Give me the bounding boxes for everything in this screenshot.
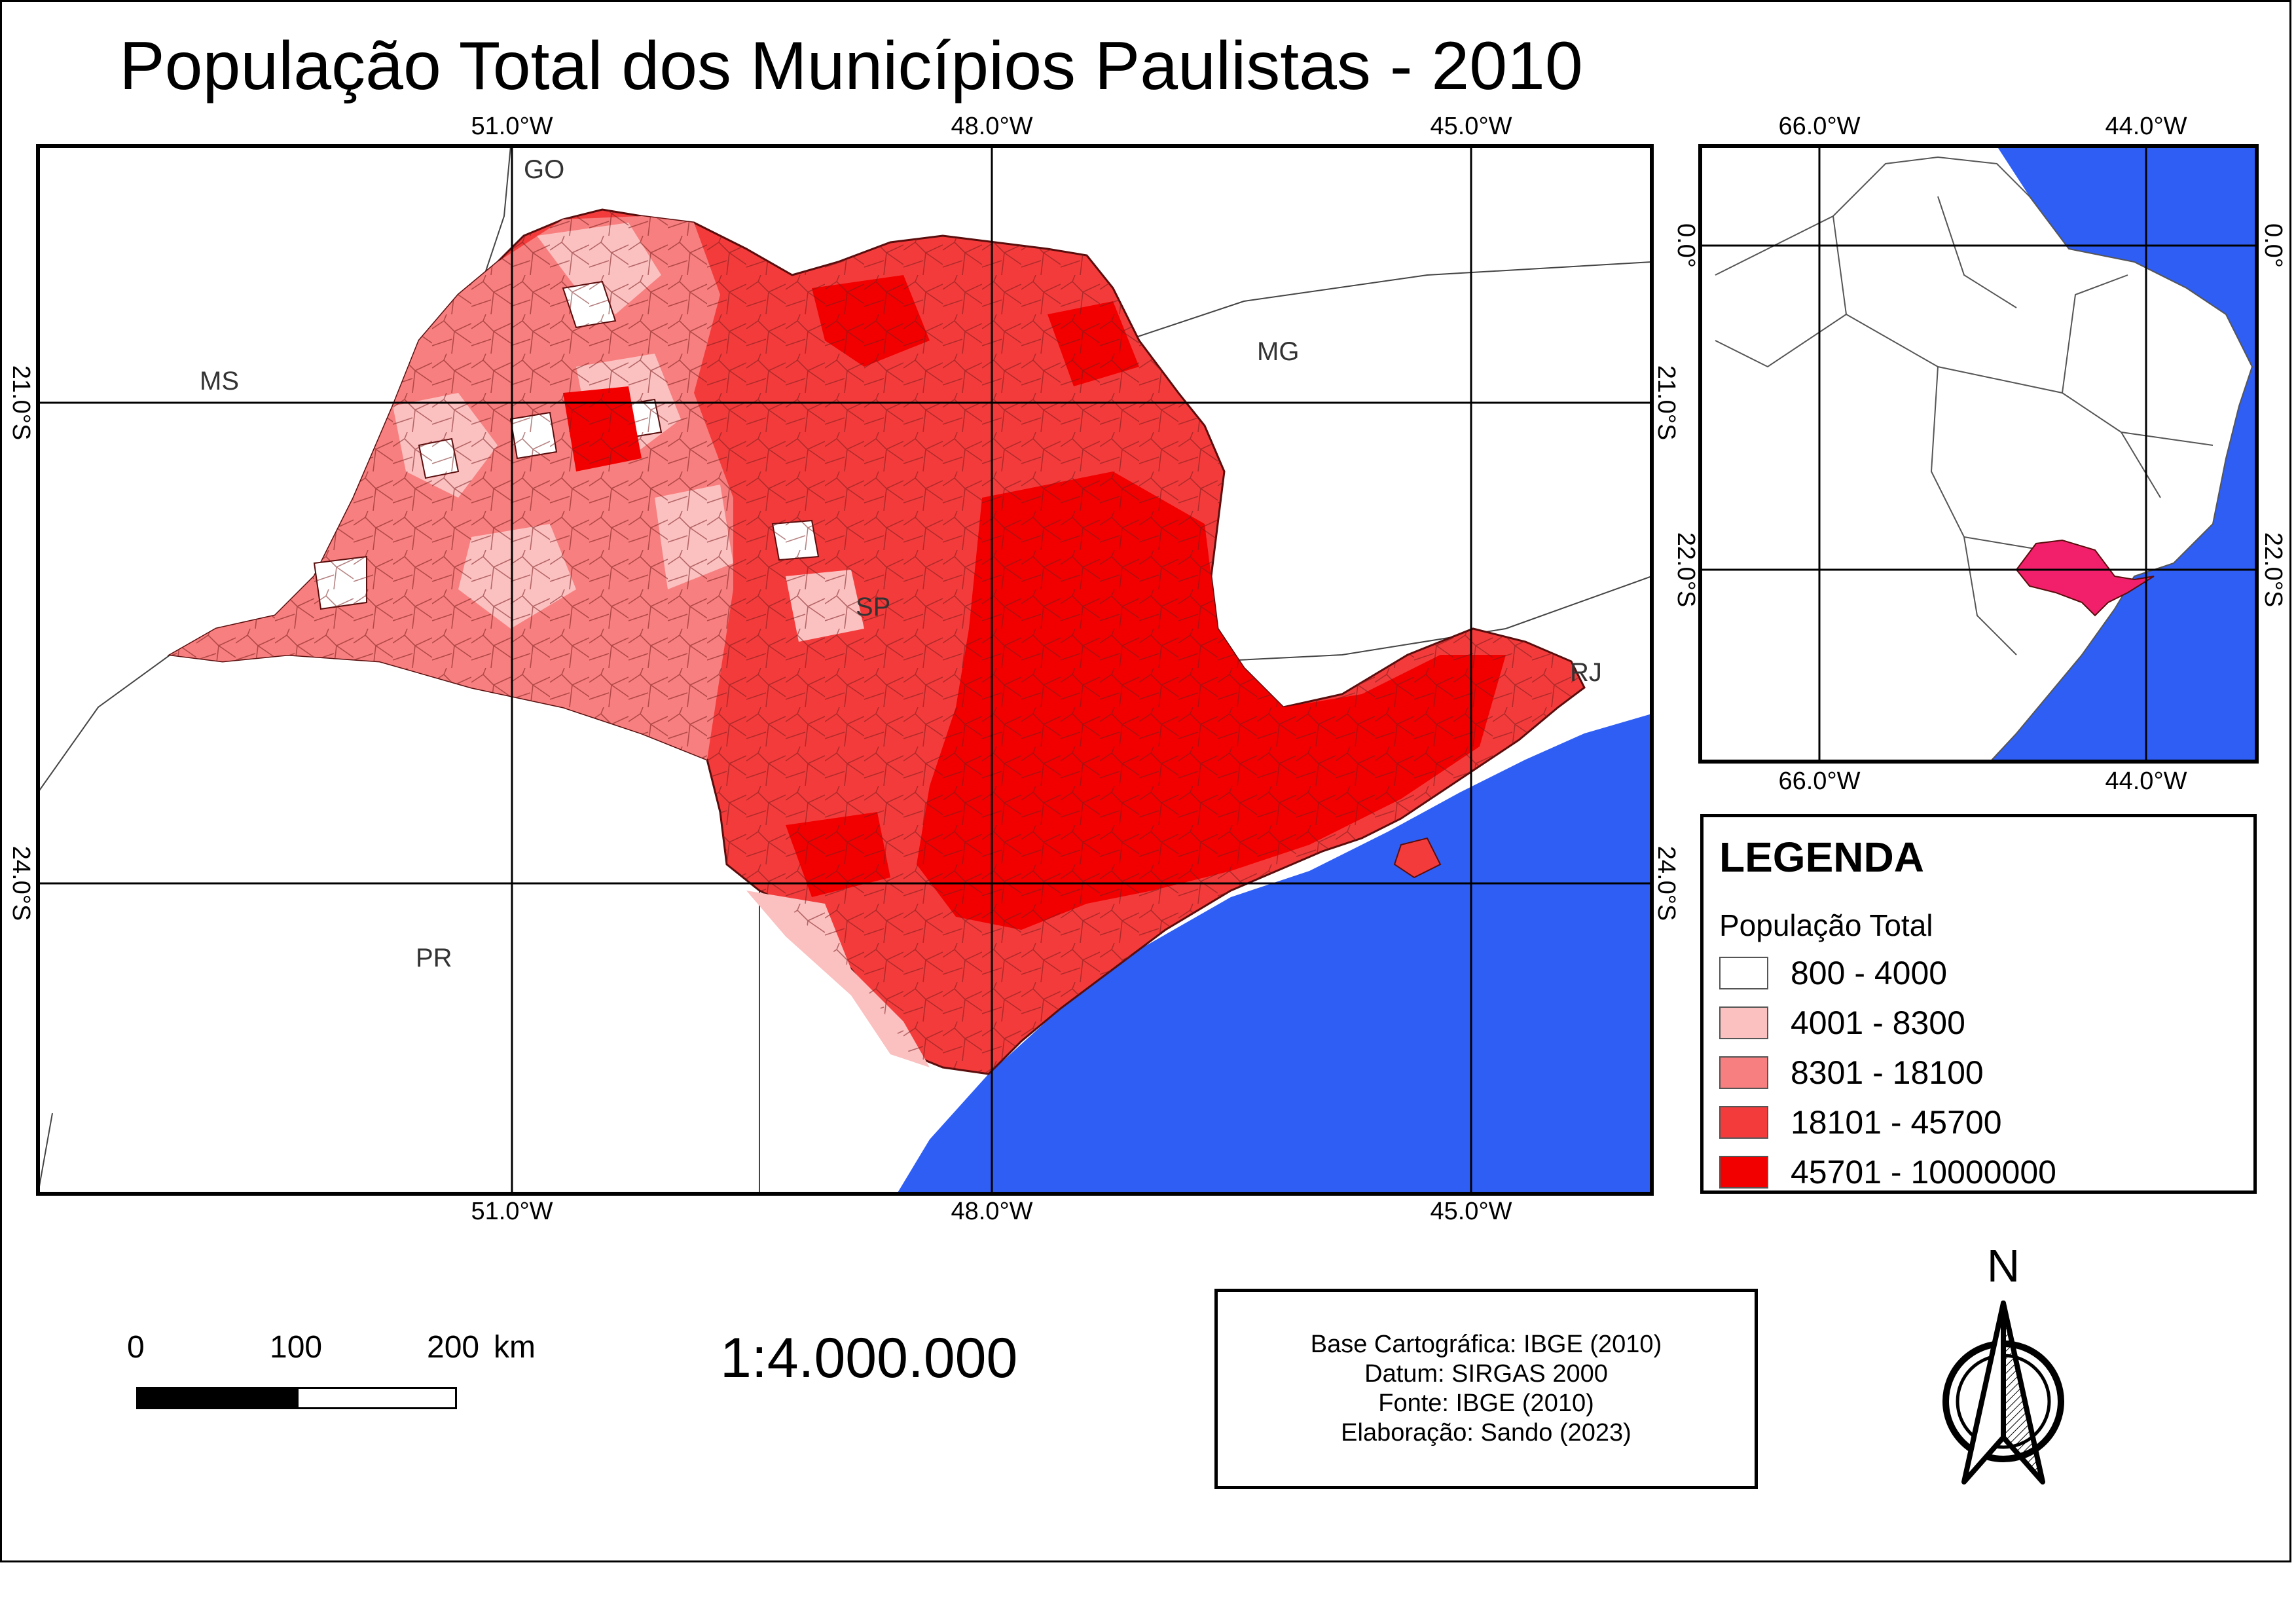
state-borders <box>38 146 1652 1194</box>
inset-tick-top-2: 44.0°W <box>2105 113 2187 140</box>
inset-tick-bottom-1: 66.0°W <box>1778 767 1860 795</box>
inset-ocean <box>1990 146 2257 762</box>
inset-tick-right-1: 0.0° <box>2259 223 2287 268</box>
inset-map <box>1700 146 2257 762</box>
inset-tick-bottom-2: 44.0°W <box>2105 767 2187 795</box>
tick-bottom-3: 45.0°W <box>1430 1198 1512 1225</box>
island <box>1393 837 1442 879</box>
legend-label: 4001 - 8300 <box>1791 1005 1965 1041</box>
legend-item: 18101 - 45700 <box>1719 1101 2002 1143</box>
tick-bottom-2: 48.0°W <box>951 1198 1032 1225</box>
scale-bar-white-segment <box>297 1387 457 1409</box>
scale-ratio: 1:4.000.000 <box>720 1327 1018 1390</box>
inset-tick-left-1: 0.0° <box>1672 223 1700 268</box>
ocean <box>897 714 1652 1194</box>
inset-tick-top-1: 66.0°W <box>1778 113 1860 140</box>
legend: LEGENDA População Total 800 - 4000 4001 … <box>1700 814 2257 1194</box>
tick-top-1: 51.0°W <box>471 113 553 140</box>
scale-label-0: 0 <box>127 1330 145 1365</box>
credit-line: Fonte: IBGE (2010) <box>1378 1390 1594 1417</box>
scale-unit: km <box>494 1330 536 1365</box>
label-mg: MG <box>1257 337 1299 366</box>
map-title: População Total dos Municípios Paulistas… <box>119 28 1583 104</box>
legend-swatch <box>1719 1106 1768 1139</box>
inset-sp-highlight <box>2015 539 2155 617</box>
brazil-states <box>1715 156 2253 762</box>
scale-label-100: 100 <box>270 1330 323 1365</box>
inset-graticule <box>1700 146 2257 762</box>
legend-subtitle: População Total <box>1719 908 1933 942</box>
legend-swatch <box>1719 1006 1768 1039</box>
label-sp: SP <box>856 593 890 621</box>
credit-line: Elaboração: Sando (2023) <box>1341 1419 1631 1447</box>
graticule <box>38 146 1652 1194</box>
tick-left-1: 21.0°S <box>7 365 35 441</box>
legend-item: 8301 - 18100 <box>1719 1052 1984 1094</box>
tick-bottom-1: 51.0°W <box>471 1198 553 1225</box>
north-label: N <box>1987 1241 2020 1291</box>
legend-swatch <box>1719 1156 1768 1189</box>
scale-label-200: 200 <box>427 1330 480 1365</box>
label-ms: MS <box>200 367 239 396</box>
credit-line: Base Cartográfica: IBGE (2010) <box>1310 1331 1662 1358</box>
tick-top-3: 45.0°W <box>1430 113 1512 140</box>
legend-item: 4001 - 8300 <box>1719 1002 1965 1044</box>
credit-line: Datum: SIRGAS 2000 <box>1364 1360 1608 1388</box>
legend-label: 18101 - 45700 <box>1791 1104 2002 1141</box>
legend-item: 800 - 4000 <box>1719 952 1947 994</box>
tick-right-2: 24.0°S <box>1652 846 1680 921</box>
north-arrow-icon: N <box>1942 1241 2064 1485</box>
inset-tick-left-2: 22.0°S <box>1672 532 1700 608</box>
municipality-boundaries <box>170 210 1584 1074</box>
legend-swatch <box>1719 957 1768 989</box>
scale-bar-black-segment <box>136 1387 297 1409</box>
legend-item: 45701 - 10000000 <box>1719 1151 2056 1193</box>
tick-top-2: 48.0°W <box>951 113 1032 140</box>
inset-tick-right-2: 22.0°S <box>2259 532 2287 608</box>
credits-box: Base Cartográfica: IBGE (2010) Datum: SI… <box>1214 1289 1758 1489</box>
scale-bar: 0 100 200 km <box>124 1329 536 1414</box>
label-rj: RJ <box>1570 658 1602 687</box>
legend-label: 8301 - 18100 <box>1791 1054 1984 1091</box>
legend-label: 800 - 4000 <box>1791 955 1948 991</box>
label-go: GO <box>524 155 564 184</box>
tick-left-2: 24.0°S <box>7 846 35 921</box>
tick-right-1: 21.0°S <box>1652 365 1680 441</box>
legend-label: 45701 - 10000000 <box>1791 1154 2056 1190</box>
legend-title: LEGENDA <box>1719 834 1924 881</box>
legend-swatch <box>1719 1056 1768 1089</box>
label-pr: PR <box>416 944 452 972</box>
